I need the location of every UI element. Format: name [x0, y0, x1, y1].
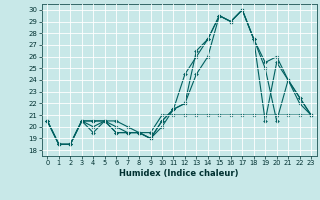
X-axis label: Humidex (Indice chaleur): Humidex (Indice chaleur) — [119, 169, 239, 178]
